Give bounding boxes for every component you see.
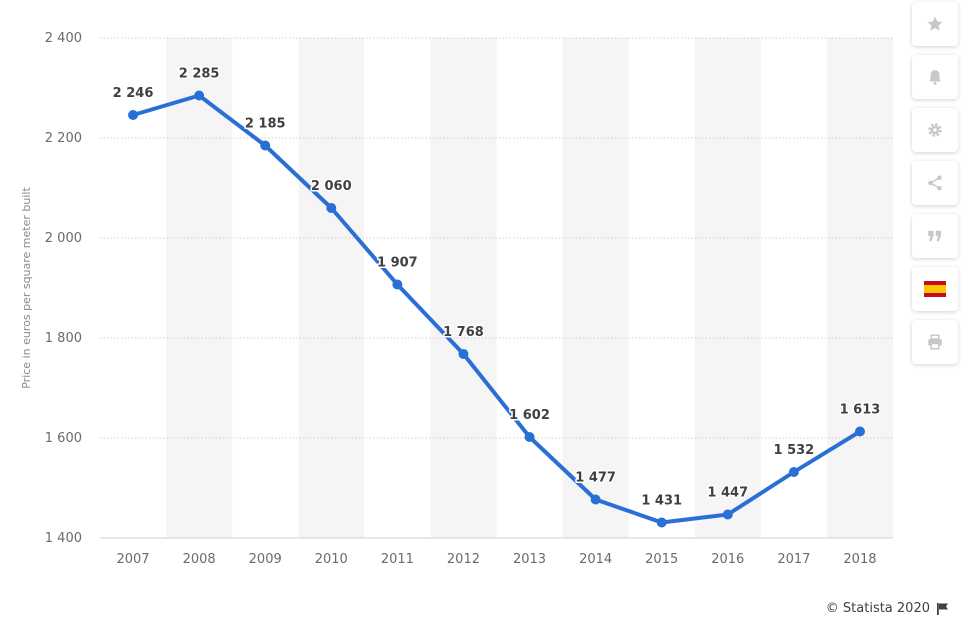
y-tick-label: 1 800 bbox=[45, 331, 82, 346]
data-point bbox=[590, 494, 601, 505]
data-label: 1 431 bbox=[641, 494, 682, 509]
series-line bbox=[131, 93, 862, 525]
data-point bbox=[260, 140, 271, 151]
data-label: 1 602 bbox=[509, 408, 550, 423]
data-label: 2 285 bbox=[179, 67, 220, 82]
y-tick-label: 2 400 bbox=[45, 31, 82, 46]
share-button[interactable] bbox=[912, 161, 958, 205]
y-tick-label: 1 600 bbox=[45, 431, 82, 446]
x-tick-label: 2010 bbox=[315, 552, 348, 567]
data-label: 1 613 bbox=[840, 403, 881, 418]
data-label: 1 477 bbox=[575, 471, 616, 486]
share-icon bbox=[928, 175, 942, 191]
column-band bbox=[430, 38, 497, 538]
line-chart: 1 400 1 600 1 800 2 000 2 200 2 400 2007 2008 20… bbox=[20, 31, 893, 567]
gear-icon bbox=[928, 123, 942, 137]
x-tick-label: 2016 bbox=[711, 552, 744, 567]
x-tick-label: 2007 bbox=[116, 552, 149, 567]
y-tick-label: 2 000 bbox=[45, 231, 82, 246]
quote-icon bbox=[928, 230, 941, 242]
column-band bbox=[298, 38, 365, 538]
column-band bbox=[166, 38, 233, 538]
data-point bbox=[458, 349, 469, 359]
settings-button[interactable] bbox=[912, 108, 958, 152]
x-tick-label: 2013 bbox=[513, 552, 546, 567]
y-tick-label: 1 400 bbox=[45, 531, 82, 546]
favorite-button[interactable] bbox=[912, 2, 958, 46]
data-point bbox=[788, 467, 799, 477]
print-button[interactable] bbox=[912, 320, 958, 364]
data-point bbox=[194, 90, 205, 101]
data-label: 1 532 bbox=[774, 443, 815, 458]
x-tick-label: 2012 bbox=[447, 552, 480, 567]
x-tick-label: 2009 bbox=[249, 552, 282, 567]
x-tick-label: 2011 bbox=[381, 552, 414, 567]
language-button[interactable] bbox=[912, 267, 958, 311]
data-label: 1 907 bbox=[377, 256, 418, 271]
data-point bbox=[128, 110, 139, 120]
data-label: 1 768 bbox=[443, 325, 484, 340]
x-tick-label: 2015 bbox=[645, 552, 678, 567]
credit-text: © Statista 2020 bbox=[825, 601, 930, 616]
data-label: 2 060 bbox=[311, 179, 352, 194]
x-tick-label: 2008 bbox=[183, 552, 216, 567]
print-icon bbox=[928, 334, 942, 350]
data-label: 1 447 bbox=[707, 486, 748, 501]
column-band bbox=[694, 38, 761, 538]
column-band bbox=[562, 38, 629, 538]
notification-button[interactable] bbox=[912, 55, 958, 99]
cite-button[interactable] bbox=[912, 214, 958, 258]
x-tick-label: 2017 bbox=[777, 552, 810, 567]
data-point bbox=[656, 517, 667, 528]
column-band bbox=[826, 38, 893, 538]
y-tick-label: 2 200 bbox=[45, 131, 82, 146]
x-tick-label: 2014 bbox=[579, 552, 612, 567]
data-point bbox=[524, 432, 535, 442]
chart-toolbar bbox=[912, 2, 960, 373]
data-point bbox=[326, 203, 337, 213]
bell-icon bbox=[929, 70, 941, 85]
data-label: 2 246 bbox=[113, 86, 154, 101]
statista-credit[interactable]: © Statista 2020 bbox=[826, 601, 950, 616]
data-point bbox=[722, 509, 733, 520]
data-point bbox=[854, 426, 865, 437]
flag-icon bbox=[937, 602, 948, 615]
spain-flag-icon bbox=[924, 281, 946, 297]
star-icon bbox=[927, 16, 943, 31]
data-point bbox=[392, 279, 403, 290]
data-label: 2 185 bbox=[245, 117, 286, 132]
x-tick-label: 2018 bbox=[843, 552, 876, 567]
y-axis-title: Price in euros per square meter built bbox=[20, 187, 33, 389]
